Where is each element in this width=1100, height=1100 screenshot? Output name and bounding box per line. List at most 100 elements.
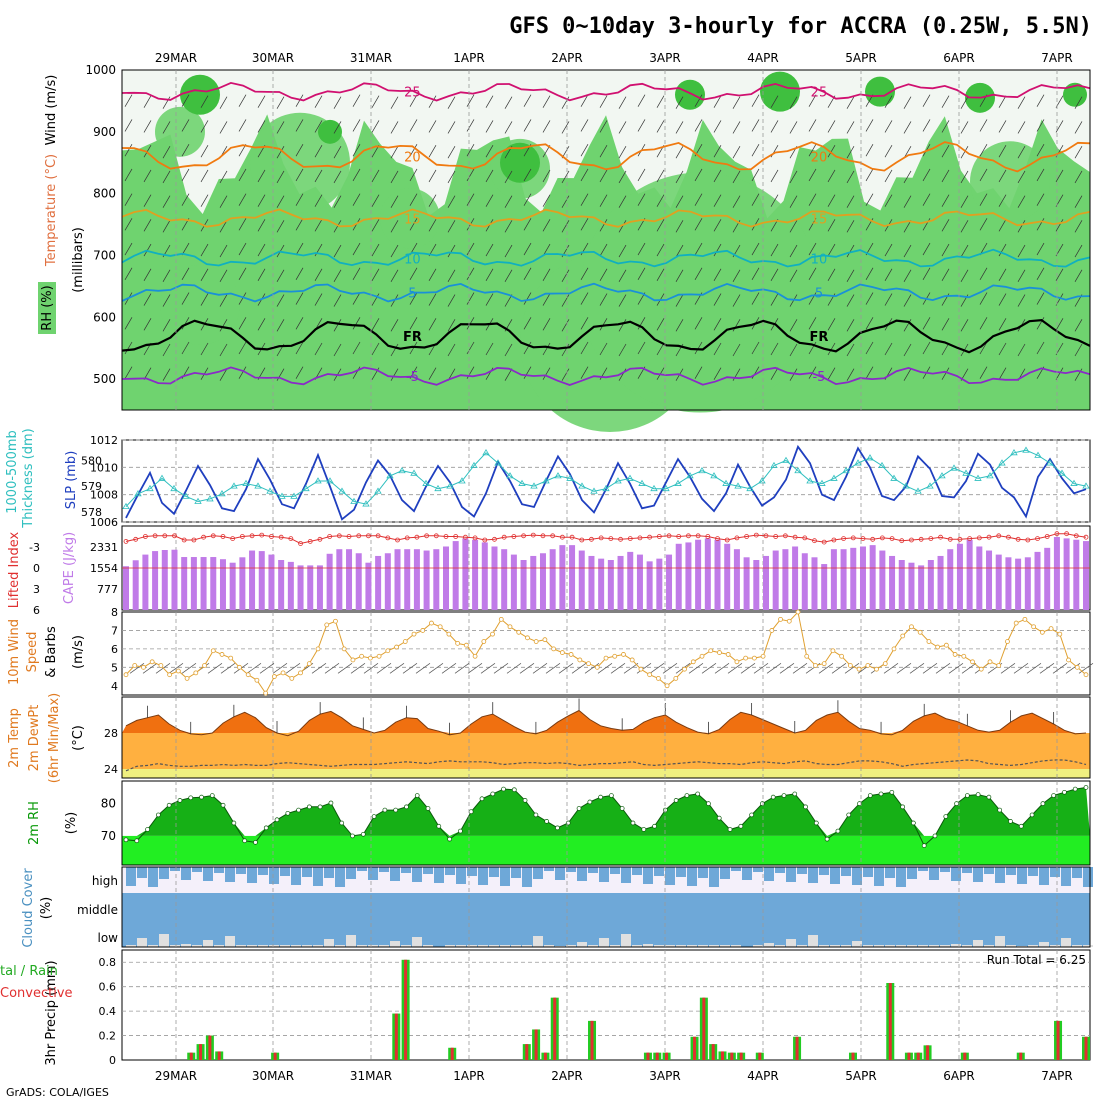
panels: 29MAR 29MAR 30MAR 30MAR 31MAR 31MAR 1APR 1APR 2A…: [0, 51, 1094, 1083]
wind-barb: [827, 318, 836, 331]
wind-barb: [580, 193, 589, 206]
slp-tick: 1008: [90, 489, 118, 502]
cape-bar: [530, 555, 537, 610]
wind-barb: [732, 343, 741, 357]
thickness-marker: [878, 461, 886, 469]
wind-barb: [238, 94, 247, 107]
wind-barb: [295, 366, 304, 379]
cape-bar: [830, 549, 837, 610]
cloud-high-bar: [841, 867, 851, 876]
rh-moist-patch: [580, 172, 820, 413]
cloud-high-bar: [1006, 867, 1016, 875]
li-marker: [269, 534, 274, 539]
wind-barb: [276, 96, 285, 109]
li-marker: [1006, 534, 1011, 540]
wind-speed-marker: [795, 609, 801, 615]
isotherm-label: 10: [404, 253, 421, 268]
cloud-high-bar: [412, 867, 422, 882]
cloud-high-bar: [346, 867, 356, 879]
rh2m-marker: [727, 827, 733, 832]
wind-speed-marker: [647, 672, 653, 678]
wind-barb: [998, 169, 1007, 183]
wind-tick: 4: [111, 680, 118, 693]
cloud-low-gap: [874, 945, 884, 947]
wind-barb: [200, 95, 209, 108]
surface-wind-barb: [259, 663, 275, 674]
li-marker: [860, 536, 866, 541]
wind-barb: [808, 242, 817, 256]
wind-barb: [865, 341, 874, 355]
wind-barb: [124, 366, 133, 379]
cloud-axis-label: Cloud Cover: [21, 868, 36, 948]
surface-wind-barb: [584, 663, 600, 674]
date-label-bottom: 1APR: [453, 1069, 484, 1083]
wind-barb: [1074, 319, 1083, 332]
rh2m-marker: [145, 827, 150, 832]
cloud-high-bar: [819, 867, 829, 875]
cape-bar: [724, 543, 731, 610]
thickness-marker: [890, 474, 898, 481]
wind-speed-marker: [813, 663, 818, 668]
wind-barb: [1036, 341, 1045, 355]
cape-bar: [443, 546, 449, 610]
wind-barb: [713, 145, 722, 158]
precip-conv-bar: [199, 1044, 203, 1060]
wind-barb: [1074, 170, 1083, 184]
surface-wind-barb: [688, 663, 704, 674]
wind-barb: [751, 168, 760, 182]
li-marker: [1054, 531, 1060, 537]
cape-bar: [152, 551, 159, 610]
wind-barb: [409, 341, 418, 355]
cape-bar: [297, 565, 304, 610]
wind-speed-marker: [184, 676, 190, 681]
wind-barb: [675, 319, 684, 332]
li-marker: [191, 537, 197, 543]
wind-barb: [941, 145, 950, 158]
cloud-high-bar: [291, 867, 301, 885]
wind-barb: [846, 368, 855, 381]
cape-bar: [142, 554, 149, 610]
rh2m-marker: [695, 791, 701, 797]
rh2m-marker: [792, 791, 798, 797]
slp-tick: 1010: [90, 461, 118, 474]
cloud-low-gap: [940, 945, 950, 947]
wind-speed-marker: [664, 683, 670, 689]
wind-barb: [523, 242, 532, 256]
wind-barb: [675, 121, 684, 134]
cloud-low-gap: [423, 945, 433, 947]
surface-wind-barb: [948, 663, 964, 674]
wind-barb: [770, 293, 779, 306]
cape-tick: 777: [97, 583, 118, 596]
wind-speed-marker: [280, 670, 286, 676]
cape-bar: [394, 549, 401, 610]
cape-bar: [539, 553, 546, 610]
rh2m-marker: [576, 806, 582, 811]
wind-speed-marker: [1066, 657, 1071, 663]
surface-wind-barb: [324, 663, 340, 674]
wind-speed-marker: [909, 624, 914, 630]
wind-speed-marker: [167, 672, 173, 678]
li-marker: [608, 536, 614, 541]
wind-barb: [960, 195, 969, 208]
wind-barb: [979, 292, 988, 305]
wind-speed-marker: [935, 644, 941, 650]
wind-barb: [1055, 268, 1064, 281]
rh2m-marker: [738, 823, 744, 829]
wind-barb: [409, 317, 418, 330]
wind-speed-marker: [420, 628, 426, 633]
wind-barb: [846, 121, 855, 134]
cape-bar: [588, 555, 595, 610]
wind-barb: [732, 195, 741, 208]
cape-bar: [869, 545, 876, 610]
wind-barb: [1074, 220, 1083, 233]
li-marker: [899, 538, 905, 544]
pressure-tick: 800: [93, 187, 116, 201]
cape-bar: [733, 549, 740, 610]
wind-barb: [542, 95, 551, 108]
cloud-low-gap: [1006, 945, 1016, 947]
cloud-high-bar: [236, 867, 246, 874]
wind-barb: [637, 94, 646, 107]
li-marker: [239, 534, 245, 539]
thickness-marker: [818, 479, 826, 486]
li-marker: [686, 533, 691, 539]
